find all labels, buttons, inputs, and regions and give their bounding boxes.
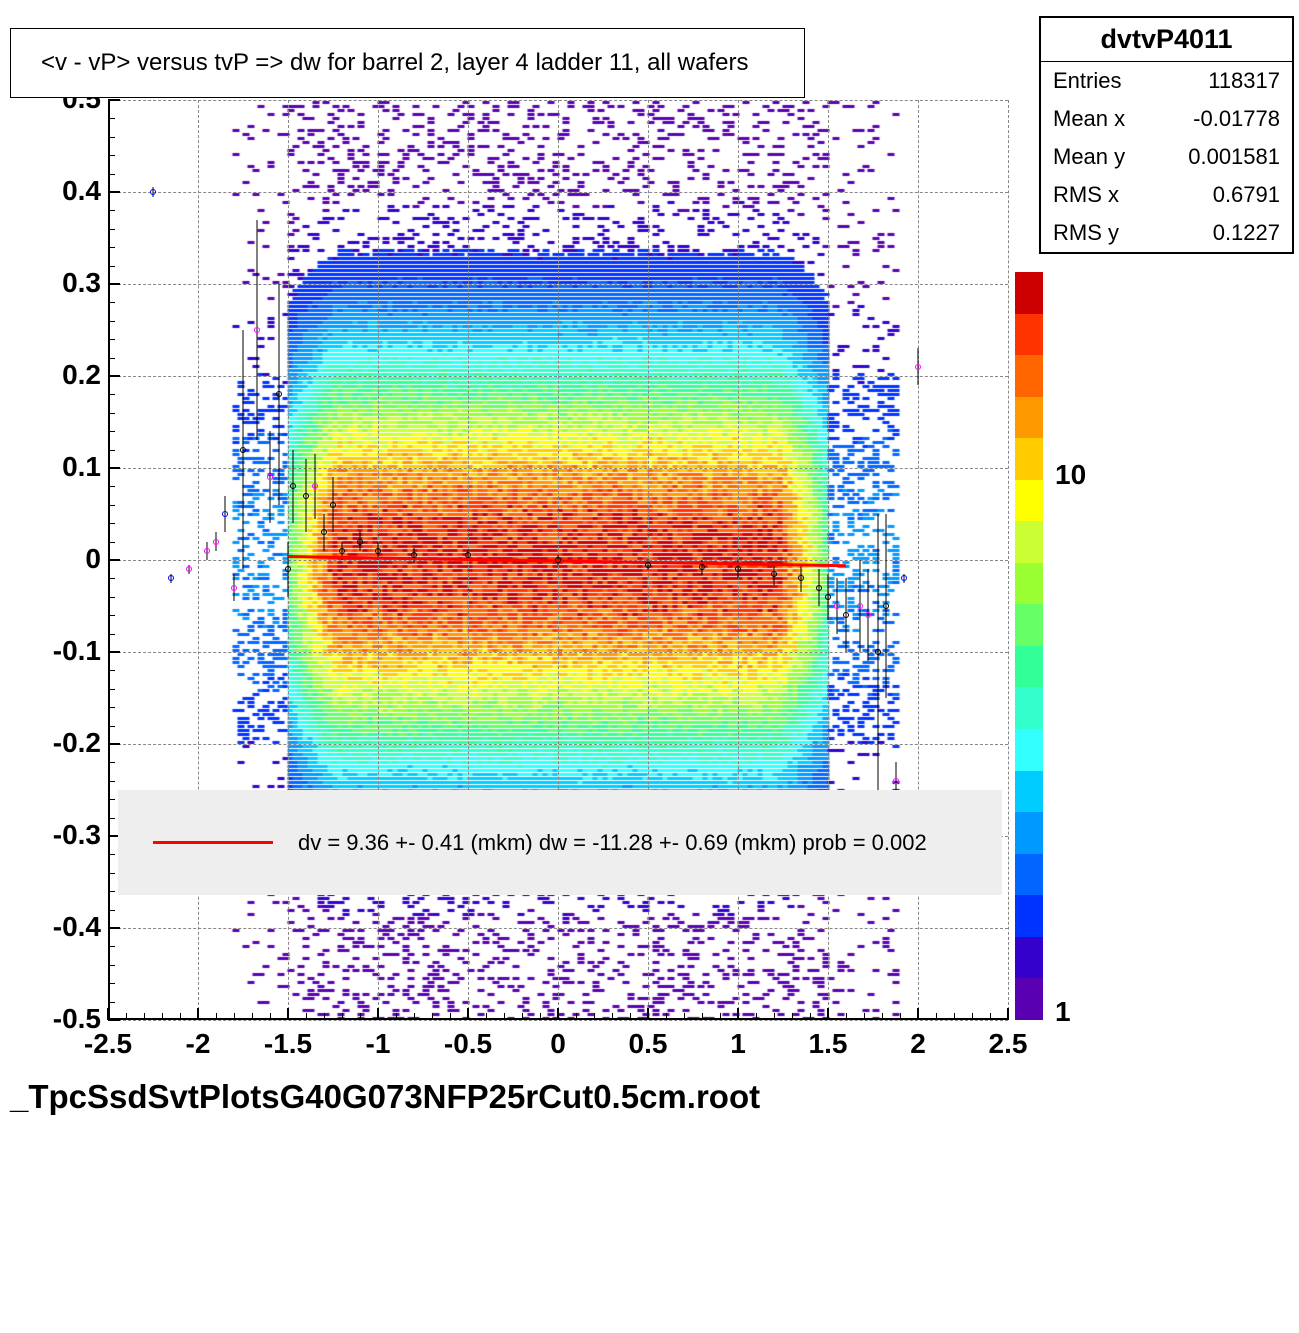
profile-point	[290, 483, 296, 489]
y-tick-label: 0.4	[11, 175, 101, 207]
x-tick-label: -2.5	[84, 1028, 132, 1060]
profile-point	[231, 585, 237, 591]
profile-point	[330, 502, 336, 508]
profile-point	[825, 594, 831, 600]
profile-point	[735, 566, 741, 572]
y-tick-label: 0.1	[11, 451, 101, 483]
fit-result-text: dv = 9.36 +- 0.41 (mkm) dw = -11.28 +- 0…	[298, 830, 927, 856]
stats-row-meanx: Mean x -0.01778	[1041, 100, 1292, 138]
legend-line-sample	[153, 841, 273, 844]
x-tick-label: 0	[550, 1028, 566, 1060]
profile-point	[375, 548, 381, 554]
profile-point	[555, 557, 561, 563]
profile-point	[222, 511, 228, 517]
colorbar	[1015, 272, 1043, 1020]
x-tick-label: 2	[910, 1028, 926, 1060]
profile-point	[267, 474, 273, 480]
y-tick-label: 0.2	[11, 359, 101, 391]
x-tick-label: -0.5	[444, 1028, 492, 1060]
file-label: _TpcSsdSvtPlotsG40G073NFP25rCut0.5cm.roo…	[10, 1078, 760, 1116]
profile-point	[465, 552, 471, 558]
profile-point	[771, 571, 777, 577]
x-tick-label: -1.5	[264, 1028, 312, 1060]
y-tick-label: -0.1	[11, 635, 101, 667]
stats-meany-label: Mean y	[1053, 144, 1125, 170]
profile-point	[883, 603, 889, 609]
y-tick-label: -0.3	[11, 819, 101, 851]
stats-rmsx-value: 0.6791	[1213, 182, 1280, 208]
profile-point	[240, 447, 246, 453]
profile-point	[834, 603, 840, 609]
profile-point	[915, 364, 921, 370]
profile-point	[276, 391, 282, 397]
plot-title: <v - vP> versus tvP => dw for barrel 2, …	[41, 49, 748, 77]
stats-rmsy-label: RMS y	[1053, 220, 1119, 246]
profile-point	[411, 552, 417, 558]
y-tick-label: 0.3	[11, 267, 101, 299]
y-tick-label: 0	[11, 543, 101, 575]
stats-meanx-value: -0.01778	[1193, 106, 1280, 132]
x-tick-label: 0.5	[629, 1028, 668, 1060]
profile-point	[857, 603, 863, 609]
stats-row-entries: Entries 118317	[1041, 62, 1292, 100]
profile-point	[285, 566, 291, 572]
stats-rmsx-label: RMS x	[1053, 182, 1119, 208]
profile-point	[865, 612, 871, 618]
profile-point	[204, 548, 210, 554]
profile-point	[798, 575, 804, 581]
profile-point	[186, 566, 192, 572]
profile-point	[357, 539, 363, 545]
stats-rmsy-value: 0.1227	[1213, 220, 1280, 246]
stats-entries-label: Entries	[1053, 68, 1121, 94]
x-tick-label: -2	[186, 1028, 211, 1060]
stats-meanx-label: Mean x	[1053, 106, 1125, 132]
profile-point	[150, 189, 156, 195]
stats-row-rmsx: RMS x 0.6791	[1041, 176, 1292, 214]
profile-point	[901, 575, 907, 581]
stats-meany-value: 0.001581	[1188, 144, 1280, 170]
profile-point	[645, 562, 651, 568]
profile-point	[893, 778, 899, 784]
stats-row-rmsy: RMS y 0.1227	[1041, 214, 1292, 252]
profile-point	[875, 649, 881, 655]
stats-row-meany: Mean y 0.001581	[1041, 138, 1292, 176]
x-tick-label: 1	[730, 1028, 746, 1060]
x-tick-label: -1	[366, 1028, 391, 1060]
profile-point	[843, 612, 849, 618]
y-tick-label: -0.2	[11, 727, 101, 759]
profile-point	[816, 585, 822, 591]
stats-entries-value: 118317	[1208, 68, 1280, 94]
profile-point	[213, 539, 219, 545]
stats-histogram-name: dvtvP4011	[1041, 18, 1292, 62]
profile-point	[339, 548, 345, 554]
profile-point	[303, 493, 309, 499]
x-tick-label: 2.5	[989, 1028, 1028, 1060]
profile-point	[699, 564, 705, 570]
stats-box: dvtvP4011 Entries 118317 Mean x -0.01778…	[1039, 16, 1294, 254]
y-tick-label: -0.4	[11, 911, 101, 943]
colorbar-tick-label: 10	[1055, 459, 1086, 491]
fit-result-box: dv = 9.36 +- 0.41 (mkm) dw = -11.28 +- 0…	[118, 790, 1002, 895]
profile-point	[168, 575, 174, 581]
colorbar-tick-label: 1	[1055, 996, 1071, 1028]
profile-point	[312, 483, 318, 489]
profile-point	[321, 529, 327, 535]
plot-title-box: <v - vP> versus tvP => dw for barrel 2, …	[10, 28, 805, 98]
x-tick-label: 1.5	[809, 1028, 848, 1060]
profile-point	[254, 327, 260, 333]
